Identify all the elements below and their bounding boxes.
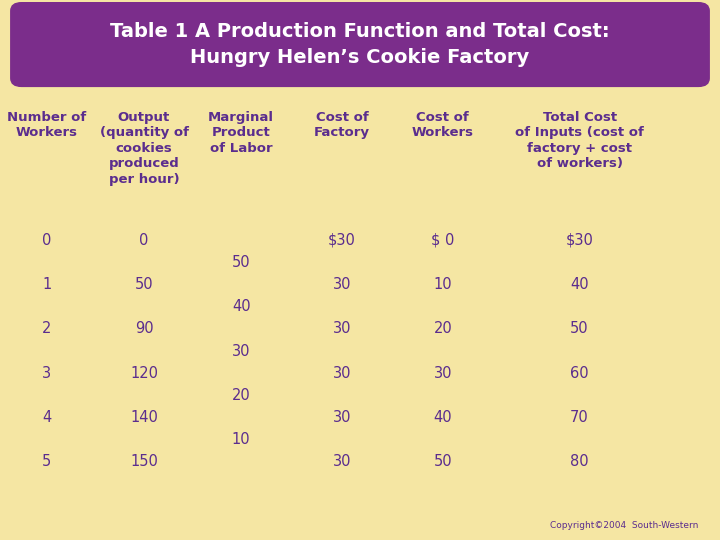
FancyBboxPatch shape [11, 3, 709, 86]
Text: 150: 150 [130, 454, 158, 469]
Text: 0: 0 [139, 233, 149, 248]
Text: $30: $30 [566, 233, 593, 248]
Text: Cost of
Factory: Cost of Factory [314, 111, 370, 139]
Text: Cost of
Workers: Cost of Workers [412, 111, 474, 139]
Text: 30: 30 [333, 366, 351, 381]
Text: 50: 50 [135, 277, 153, 292]
Text: 40: 40 [232, 299, 251, 314]
Text: 60: 60 [570, 366, 589, 381]
Text: 20: 20 [433, 321, 452, 336]
Text: 4: 4 [42, 410, 51, 425]
Text: 90: 90 [135, 321, 153, 336]
Text: 5: 5 [42, 454, 51, 469]
Text: 10: 10 [232, 432, 251, 447]
Text: 50: 50 [232, 255, 251, 270]
Text: 30: 30 [433, 366, 452, 381]
Text: Table 1 A Production Function and Total Cost:
Hungry Helen’s Cookie Factory: Table 1 A Production Function and Total … [110, 22, 610, 67]
Text: 1: 1 [42, 277, 51, 292]
Text: 50: 50 [433, 454, 452, 469]
Text: 40: 40 [570, 277, 589, 292]
Text: 140: 140 [130, 410, 158, 425]
Text: 70: 70 [570, 410, 589, 425]
Text: 120: 120 [130, 366, 158, 381]
Text: 30: 30 [333, 410, 351, 425]
Text: 3: 3 [42, 366, 51, 381]
Text: 80: 80 [570, 454, 589, 469]
Text: 20: 20 [232, 388, 251, 403]
Text: 30: 30 [333, 454, 351, 469]
Text: 30: 30 [333, 277, 351, 292]
Text: Copyright©2004  South-Western: Copyright©2004 South-Western [550, 521, 698, 530]
Text: 30: 30 [232, 343, 251, 359]
Text: 50: 50 [570, 321, 589, 336]
Text: 40: 40 [433, 410, 452, 425]
Text: Output
(quantity of
cookies
produced
per hour): Output (quantity of cookies produced per… [99, 111, 189, 186]
Text: Number of
Workers: Number of Workers [7, 111, 86, 139]
Text: 2: 2 [42, 321, 52, 336]
Text: $ 0: $ 0 [431, 233, 454, 248]
Text: $30: $30 [328, 233, 356, 248]
Text: 10: 10 [433, 277, 452, 292]
Text: Marginal
Product
of Labor: Marginal Product of Labor [208, 111, 274, 154]
Text: 0: 0 [42, 233, 52, 248]
Text: 30: 30 [333, 321, 351, 336]
Text: Total Cost
of Inputs (cost of
factory + cost
of workers): Total Cost of Inputs (cost of factory + … [516, 111, 644, 170]
